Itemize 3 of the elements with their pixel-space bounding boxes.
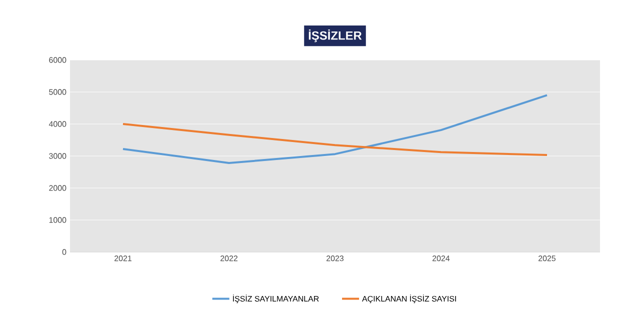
line-series [122,123,548,156]
chart-title: İŞSİZLER [308,29,362,42]
line-series [122,94,548,164]
